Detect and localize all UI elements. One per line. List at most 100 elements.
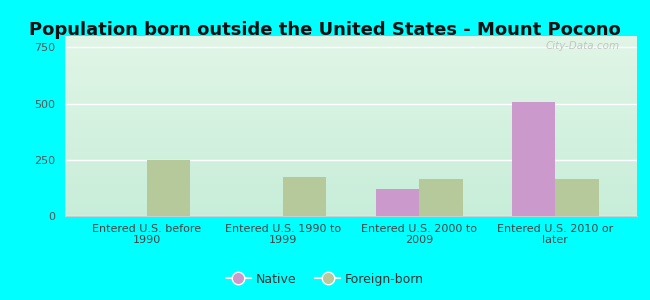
Bar <box>65 104 637 105</box>
Bar <box>65 169 637 170</box>
Bar <box>65 114 637 115</box>
Bar <box>65 97 637 98</box>
Bar <box>65 192 637 193</box>
Bar <box>65 165 637 166</box>
Bar <box>283 177 326 216</box>
Bar <box>65 138 637 139</box>
Bar <box>65 160 637 161</box>
Bar <box>419 179 463 216</box>
Bar <box>65 66 637 67</box>
Bar <box>65 199 637 200</box>
Bar <box>65 201 637 202</box>
Bar <box>65 196 637 197</box>
Bar <box>512 102 555 216</box>
Bar <box>65 70 637 71</box>
Bar <box>65 36 637 37</box>
Bar <box>65 123 637 124</box>
Bar <box>65 188 637 189</box>
Bar <box>65 128 637 129</box>
Bar <box>65 206 637 207</box>
Bar <box>65 134 637 135</box>
Bar <box>65 121 637 122</box>
Bar <box>65 175 637 176</box>
Bar <box>65 176 637 177</box>
Bar <box>65 92 637 93</box>
Bar <box>65 52 637 53</box>
Bar <box>65 76 637 77</box>
Bar <box>65 74 637 75</box>
Bar <box>65 80 637 81</box>
Bar <box>65 85 637 86</box>
Bar <box>65 187 637 188</box>
Bar <box>65 168 637 169</box>
Bar <box>65 54 637 55</box>
Bar <box>65 172 637 173</box>
Bar <box>65 132 637 133</box>
Bar <box>65 202 637 203</box>
Bar <box>65 110 637 111</box>
Bar <box>65 130 637 131</box>
Bar <box>65 182 637 183</box>
Bar <box>65 155 637 156</box>
Bar <box>65 117 637 118</box>
Bar <box>65 159 637 160</box>
Bar <box>65 39 637 40</box>
Bar <box>65 107 637 108</box>
Bar <box>65 59 637 60</box>
Bar <box>65 48 637 49</box>
Bar <box>65 203 637 204</box>
Bar <box>65 156 637 157</box>
Text: Population born outside the United States - Mount Pocono: Population born outside the United State… <box>29 21 621 39</box>
Bar <box>65 126 637 127</box>
Bar <box>65 72 637 73</box>
Bar <box>65 150 637 151</box>
Bar <box>65 162 637 163</box>
Bar <box>65 204 637 205</box>
Bar <box>65 147 637 148</box>
Bar <box>65 37 637 38</box>
Bar <box>65 200 637 201</box>
Bar <box>65 170 637 171</box>
Bar <box>65 113 637 114</box>
Bar <box>65 42 637 43</box>
Bar <box>65 214 637 215</box>
Bar <box>65 38 637 39</box>
Bar <box>65 109 637 110</box>
Bar <box>65 142 637 143</box>
Bar <box>65 116 637 117</box>
Bar <box>65 152 637 153</box>
Bar <box>65 79 637 80</box>
Bar <box>65 186 637 187</box>
Bar <box>65 56 637 57</box>
Bar <box>65 183 637 184</box>
Bar <box>65 149 637 150</box>
Bar <box>65 112 637 113</box>
Bar <box>65 105 637 106</box>
Bar <box>65 53 637 54</box>
Bar <box>65 44 637 45</box>
Bar <box>65 91 637 92</box>
Bar <box>65 189 637 190</box>
Bar <box>65 198 637 199</box>
Bar <box>65 103 637 104</box>
Bar <box>65 181 637 182</box>
Bar <box>555 179 599 216</box>
Bar <box>65 99 637 100</box>
Bar <box>65 151 637 152</box>
Bar <box>65 212 637 213</box>
Bar <box>65 108 637 109</box>
Bar <box>65 144 637 145</box>
Bar <box>65 177 637 178</box>
Bar <box>65 133 637 134</box>
Bar <box>65 118 637 119</box>
Bar <box>65 178 637 179</box>
Bar <box>65 90 637 91</box>
Bar <box>65 47 637 48</box>
Bar <box>65 154 637 155</box>
Bar <box>65 210 637 211</box>
Bar <box>65 83 637 84</box>
Bar <box>65 173 637 174</box>
Bar <box>65 164 637 165</box>
Bar <box>65 46 637 47</box>
Bar <box>65 179 637 180</box>
